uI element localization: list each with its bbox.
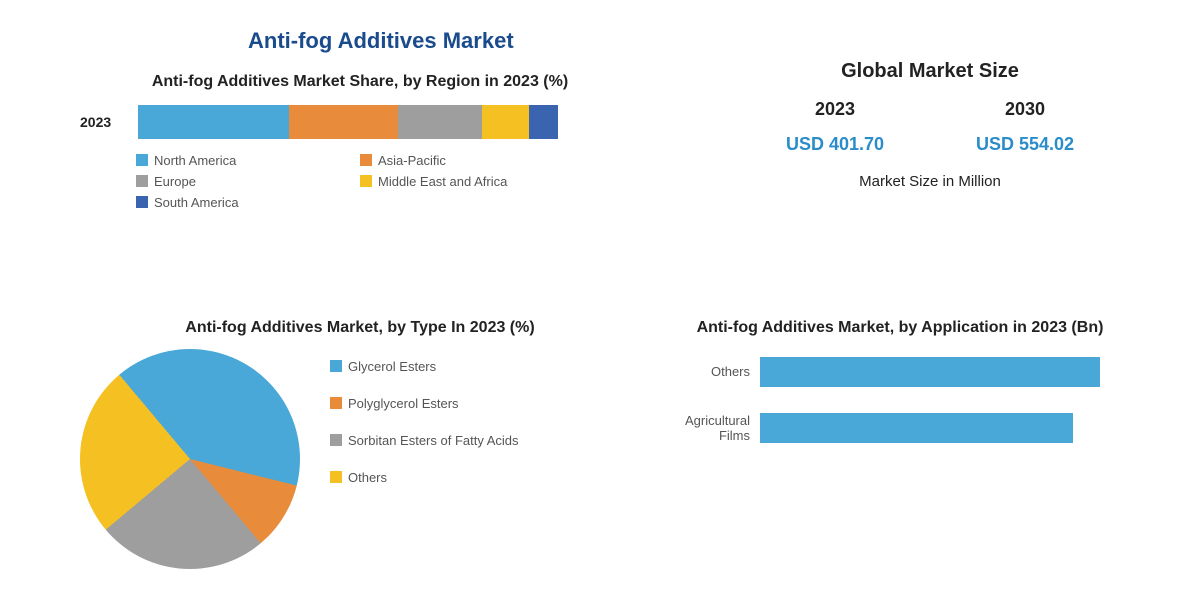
stacked-bar-segment: [289, 105, 398, 139]
market-size-value: USD 401.70: [750, 134, 921, 155]
region-chart-title: Anti-fog Additives Market Share, by Regi…: [80, 72, 640, 93]
legend-label: North America: [154, 153, 236, 168]
market-size-year: 2023: [750, 99, 921, 120]
legend-item: Asia-Pacific: [360, 153, 560, 168]
legend-label: Sorbitan Esters of Fatty Acids: [348, 433, 519, 448]
legend-item: Sorbitan Esters of Fatty Acids: [330, 433, 519, 448]
type-legend: Glycerol Esters Polyglycerol Esters Sorbit…: [330, 353, 519, 485]
stacked-bar-segment: [529, 105, 558, 139]
application-chart-title: Anti-fog Additives Market, by Applicatio…: [660, 318, 1140, 339]
page-title: Anti-fog Additives Market: [248, 28, 514, 54]
legend-label: Polyglycerol Esters: [348, 396, 459, 411]
market-size-year: 2030: [940, 99, 1111, 120]
stacked-bar-segment: [398, 105, 482, 139]
type-chart-title: Anti-fog Additives Market, by Type In 20…: [80, 318, 640, 339]
market-size-title: Global Market Size: [740, 60, 1120, 83]
stacked-bar-segment: [138, 105, 289, 139]
application-row-label: Others: [660, 364, 750, 380]
region-chart: Anti-fog Additives Market Share, by Regi…: [80, 72, 640, 210]
legend-swatch: [330, 434, 342, 446]
market-size-value: USD 554.02: [940, 134, 1111, 155]
application-chart: Anti-fog Additives Market, by Applicatio…: [660, 318, 1140, 444]
legend-item: Others: [330, 470, 519, 485]
market-size-caption: Market Size in Million: [740, 173, 1120, 190]
application-rows: Others Agricultural Films: [660, 357, 1140, 444]
legend-label: Asia-Pacific: [378, 153, 446, 168]
legend-label: Others: [348, 470, 387, 485]
application-row: Agricultural Films: [660, 413, 1140, 444]
legend-label: South America: [154, 195, 239, 210]
market-size-panel: Global Market Size 2023 USD 401.70 2030 …: [740, 60, 1120, 190]
application-bar-track: [760, 413, 1140, 443]
legend-item: Europe: [136, 174, 336, 189]
legend-swatch: [136, 175, 148, 187]
type-chart-body: Glycerol Esters Polyglycerol Esters Sorbit…: [80, 353, 640, 569]
legend-swatch: [330, 397, 342, 409]
market-size-columns: 2023 USD 401.70 2030 USD 554.02: [740, 99, 1120, 155]
legend-item: Glycerol Esters: [330, 359, 519, 374]
legend-label: Middle East and Africa: [378, 174, 507, 189]
legend-swatch: [360, 175, 372, 187]
stacked-bar-segment: [482, 105, 528, 139]
application-bar: [760, 413, 1073, 443]
legend-label: Europe: [154, 174, 196, 189]
market-size-col-2030: 2030 USD 554.02: [940, 99, 1111, 155]
legend-swatch: [136, 196, 148, 208]
application-row-label: Agricultural Films: [660, 413, 750, 444]
legend-swatch: [330, 471, 342, 483]
legend-item: Polyglycerol Esters: [330, 396, 519, 411]
application-bar: [760, 357, 1100, 387]
application-row: Others: [660, 357, 1140, 387]
legend-swatch: [136, 154, 148, 166]
stacked-bar-row: 2023: [80, 105, 640, 139]
type-chart: Anti-fog Additives Market, by Type In 20…: [80, 318, 640, 569]
legend-swatch: [330, 360, 342, 372]
application-bar-track: [760, 357, 1140, 387]
stacked-bar-year-label: 2023: [80, 114, 128, 130]
legend-item: North America: [136, 153, 336, 168]
pie-chart: [80, 349, 300, 569]
stacked-bar: [138, 105, 558, 139]
legend-label: Glycerol Esters: [348, 359, 436, 374]
legend-swatch: [360, 154, 372, 166]
legend-item: South America: [136, 195, 336, 210]
legend-item: Middle East and Africa: [360, 174, 560, 189]
market-size-col-2023: 2023 USD 401.70: [750, 99, 921, 155]
region-legend: North America Asia-Pacific Europe Middle Ea…: [80, 153, 640, 210]
